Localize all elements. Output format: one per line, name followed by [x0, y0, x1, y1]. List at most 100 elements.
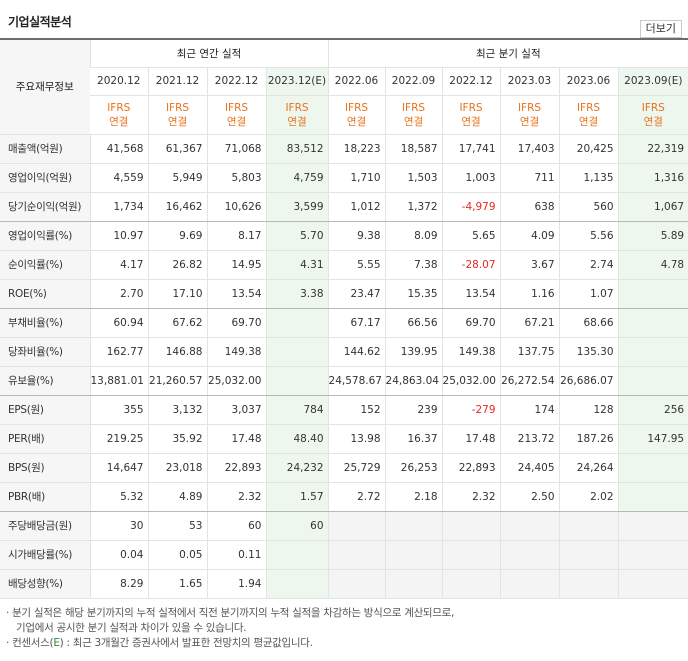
table-row: PBR(배) 5.32 4.89 2.32 1.57 2.72 2.18 2.32 2.50 2.…	[0, 482, 688, 512]
period-header: 2022.09	[384, 67, 443, 96]
table-cell: 152	[327, 395, 386, 425]
table-row: BPS(원) 14,647 23,018 22,893 24,232 25,729 26,2…	[0, 453, 688, 483]
table-cell: 1,067	[617, 192, 688, 222]
table-cell: 17,741	[441, 134, 501, 164]
table-cell: 13,881.01	[89, 366, 148, 396]
table-cell: 25,032.00	[206, 366, 266, 396]
table-cell: 13.54	[441, 279, 501, 309]
period-header: 2022.12	[206, 67, 266, 96]
table-cell: 71,068	[206, 134, 266, 164]
table-cell: 2.50	[499, 482, 560, 512]
table-cell: 1,012	[327, 192, 386, 222]
table-row: EPS(원) 355 3,132 3,037 784 152 239 -279 174 128 25…	[0, 395, 688, 425]
table-cell: 2.32	[206, 482, 266, 512]
table-cell: 23.47	[327, 279, 386, 309]
table-cell	[327, 511, 386, 541]
table-cell: 22,893	[441, 453, 501, 483]
period-header: 2021.12	[147, 67, 207, 96]
table-cell: 0.11	[206, 540, 266, 570]
table-cell: 5,803	[206, 163, 266, 193]
row-label-header: 주요재무정보	[0, 39, 90, 135]
table-cell: 1.65	[147, 569, 207, 599]
table-cell	[384, 540, 443, 570]
table-cell	[327, 569, 386, 599]
table-row: 시가배당률(%) 0.04 0.05 0.11	[0, 540, 688, 570]
table-row: 유보율(%) 13,881.01 21,260.57 25,032.00 24,578.…	[0, 366, 688, 396]
ifrs-label: IFRS 연결	[617, 95, 688, 135]
table-cell: 7.38	[384, 250, 443, 280]
table-cell	[558, 540, 619, 570]
table-row: 부채비율(%) 60.94 67.62 69.70 67.17 66.56 69.70 67.…	[0, 308, 688, 338]
table-cell: 26,253	[384, 453, 443, 483]
table-cell: 2.32	[441, 482, 501, 512]
table-cell	[617, 511, 688, 541]
table-cell: 4.78	[617, 250, 688, 280]
table-cell	[558, 569, 619, 599]
table-cell: 4.09	[499, 221, 560, 251]
table-cell: 784	[265, 395, 329, 425]
table-cell	[558, 511, 619, 541]
table-cell: 14,647	[89, 453, 148, 483]
annual-group-header: 최근 연간 실적	[89, 39, 329, 68]
table-cell: 69.70	[441, 308, 501, 338]
table-cell: 4.17	[89, 250, 148, 280]
period-header: 2022.12	[441, 67, 501, 96]
table-cell: 30	[89, 511, 148, 541]
table-cell: 2.72	[327, 482, 386, 512]
row-label: 당좌비율(%)	[0, 337, 90, 367]
row-label: 유보율(%)	[0, 366, 90, 396]
footnote-consensus: · 컨센서스(E) : 최근 3개월간 증권사에서 발표한 전망치의 평균값입니…	[6, 637, 313, 649]
table-cell: 256	[617, 395, 688, 425]
table-cell	[265, 308, 329, 338]
more-button[interactable]: 더보기	[639, 20, 682, 38]
ifrs-label: IFRS 연결	[265, 95, 329, 135]
table-cell: 4.31	[265, 250, 329, 280]
table-cell: 1,710	[327, 163, 386, 193]
table-cell: 135.30	[558, 337, 619, 367]
table-cell	[499, 540, 560, 570]
period-header: 2023.06	[558, 67, 619, 96]
table-cell: 24,405	[499, 453, 560, 483]
table-cell: 1,734	[89, 192, 148, 222]
quarter-group-header: 최근 분기 실적	[327, 39, 688, 68]
table-cell: 13.54	[206, 279, 266, 309]
table-cell: 146.88	[147, 337, 207, 367]
table-cell: 1.57	[265, 482, 329, 512]
table-cell: 5.65	[441, 221, 501, 251]
footnotes: · 분기 실적은 해당 분기까지의 누적 실적에서 직전 분기까지의 누적 실적…	[6, 606, 682, 651]
period-header: 2022.06	[327, 67, 386, 96]
period-header: 2023.09(E)	[617, 67, 688, 96]
footnote-quarterly: · 분기 실적은 해당 분기까지의 누적 실적에서 직전 분기까지의 누적 실적…	[6, 607, 455, 619]
table-cell: 8.09	[384, 221, 443, 251]
table-row: 순이익률(%) 4.17 26.82 14.95 4.31 5.55 7.38 -28.07 3…	[0, 250, 688, 280]
row-label: 영업이익률(%)	[0, 221, 90, 251]
table-cell: 3.67	[499, 250, 560, 280]
table-cell: 219.25	[89, 424, 148, 454]
table-cell: 1,503	[384, 163, 443, 193]
table-cell: 26,686.07	[558, 366, 619, 396]
table-cell: 2.70	[89, 279, 148, 309]
table-cell: 1.94	[206, 569, 266, 599]
table-cell: 144.62	[327, 337, 386, 367]
table-cell: 61,367	[147, 134, 207, 164]
row-label: 배당성향(%)	[0, 569, 90, 599]
table-cell: 53	[147, 511, 207, 541]
table-cell	[617, 366, 688, 396]
table-cell: 83,512	[265, 134, 329, 164]
table-cell: 18,223	[327, 134, 386, 164]
table-cell: 41,568	[89, 134, 148, 164]
table-cell: 68.66	[558, 308, 619, 338]
table-cell	[499, 569, 560, 599]
table-cell: 139.95	[384, 337, 443, 367]
table-cell	[617, 453, 688, 483]
table-cell: 0.04	[89, 540, 148, 570]
table-cell: 60	[206, 511, 266, 541]
table-cell: 2.74	[558, 250, 619, 280]
table-cell: 213.72	[499, 424, 560, 454]
row-label: PER(배)	[0, 424, 90, 454]
table-cell	[441, 511, 501, 541]
table-row: 배당성향(%) 8.29 1.65 1.94	[0, 569, 688, 599]
ifrs-label: IFRS 연결	[384, 95, 443, 135]
ifrs-label: IFRS 연결	[499, 95, 560, 135]
table-cell: 1.16	[499, 279, 560, 309]
